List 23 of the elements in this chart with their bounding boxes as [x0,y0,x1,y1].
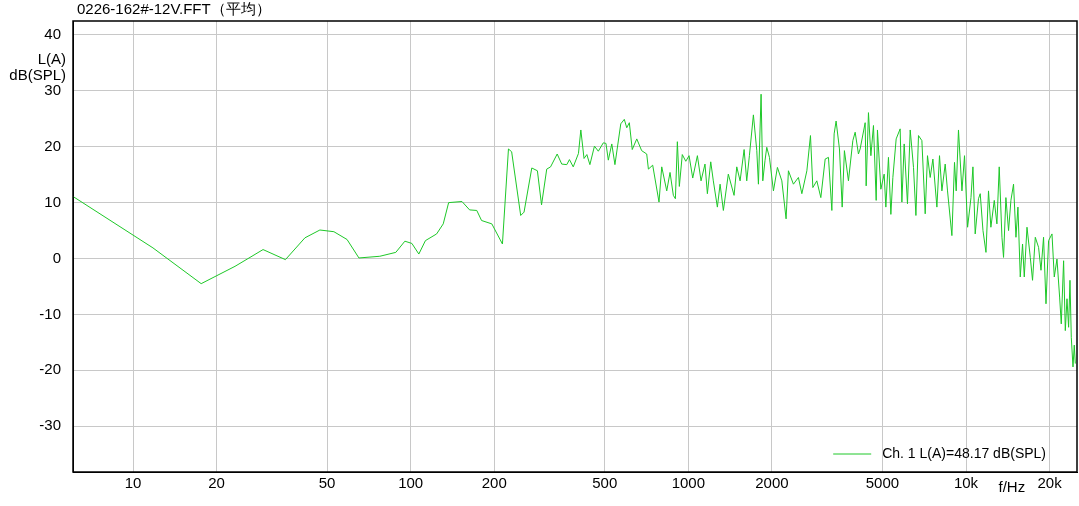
y-tick-label: 30 [44,81,61,98]
x-tick-label: 5000 [865,474,900,492]
x-axis-title: f/Hz [998,478,1026,496]
y-axis-title: L(A) dB(SPL) [9,50,66,84]
x-tick-label: 200 [481,474,507,492]
y-tick-label: 0 [52,248,61,266]
y-tick-label: 40 [44,25,61,43]
x-tick-label: 100 [398,474,424,492]
x-tick-label: 10 [124,474,142,492]
x-tick-label: 20 [208,474,225,492]
y-tick-label: -10 [39,304,61,322]
x-tick-label: 1000 [671,474,706,492]
x-tick-label: 50 [318,474,336,492]
y-tick-label: 20 [44,136,61,154]
x-tick-label: 20k [1037,474,1063,492]
x-tick-label: 10k [953,474,979,492]
legend-label: Ch. 1 L(A)=48.17 dB(SPL) [882,444,1046,461]
chart-title: 0226-162#-12V.FFT（平均） [77,0,271,18]
y-tick-label: -20 [39,360,61,378]
y-tick-label: -30 [39,416,61,434]
x-tick-label: 500 [592,474,618,492]
y-tick-label: 10 [44,192,61,210]
x-tick-label: 2000 [755,474,789,492]
